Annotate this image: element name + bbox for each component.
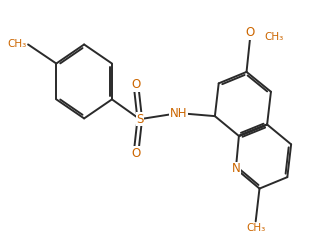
Text: NH: NH: [170, 107, 187, 120]
Text: CH₃: CH₃: [7, 39, 26, 49]
Text: O: O: [131, 147, 141, 160]
Text: CH₃: CH₃: [246, 223, 265, 233]
Text: O: O: [131, 78, 141, 91]
Text: N: N: [232, 162, 240, 175]
Text: O: O: [245, 26, 255, 39]
Text: S: S: [136, 113, 143, 126]
Text: CH₃: CH₃: [265, 32, 284, 42]
